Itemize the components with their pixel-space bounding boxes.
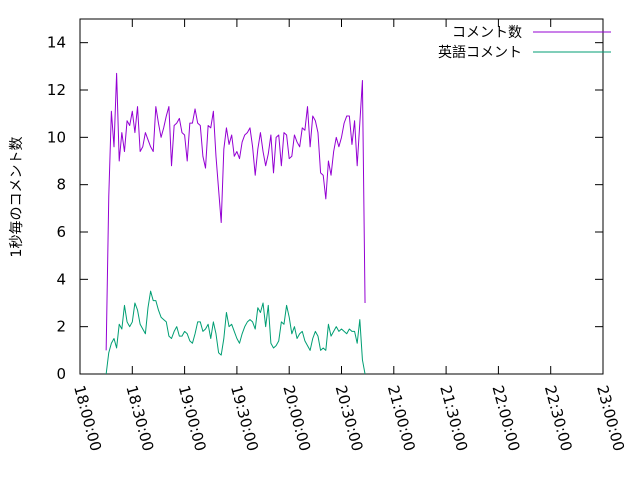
y-tick-label: 14 (47, 34, 66, 52)
tick-labels: 0 2 4 6 8 10 12 14 18:00:00 18:30:00 19:00:00 19:30… (47, 34, 628, 453)
legend: コメント数 英語コメント (438, 25, 611, 61)
y-tick-label: 0 (56, 365, 66, 383)
y-tick-label: 4 (56, 270, 66, 288)
x-tick-label: 20:00:00 (279, 383, 314, 453)
y-tick-label: 10 (47, 128, 66, 146)
y-axis-label: 1秒毎のコメント数 (9, 137, 25, 258)
series-line-1 (105, 290, 366, 375)
y-tick-label: 2 (56, 318, 66, 336)
axes (79, 18, 604, 375)
x-tick-label: 18:00:00 (70, 383, 105, 453)
y-tick-label: 8 (56, 176, 66, 194)
x-tick-label: 19:30:00 (227, 383, 262, 453)
series-lines (105, 72, 366, 375)
series-line-0 (105, 72, 366, 351)
x-tick-label: 23:00:00 (593, 383, 628, 453)
plot-frame (79, 18, 604, 375)
x-tick-label: 19:00:00 (175, 383, 210, 453)
x-tick-label: 18:30:00 (122, 383, 157, 453)
y-tick-label: 12 (47, 81, 66, 99)
y-tick-label: 6 (56, 223, 66, 241)
legend-entry-english-comments: 英語コメント (438, 44, 522, 61)
x-tick-label: 21:00:00 (384, 383, 419, 453)
legend-entry-comment-count: コメント数 (452, 25, 522, 41)
x-tick-label: 22:30:00 (541, 383, 576, 453)
x-tick-label: 20:30:00 (332, 383, 367, 453)
x-tick-label: 21:30:00 (436, 383, 471, 453)
x-tick-label: 22:00:00 (489, 383, 524, 453)
